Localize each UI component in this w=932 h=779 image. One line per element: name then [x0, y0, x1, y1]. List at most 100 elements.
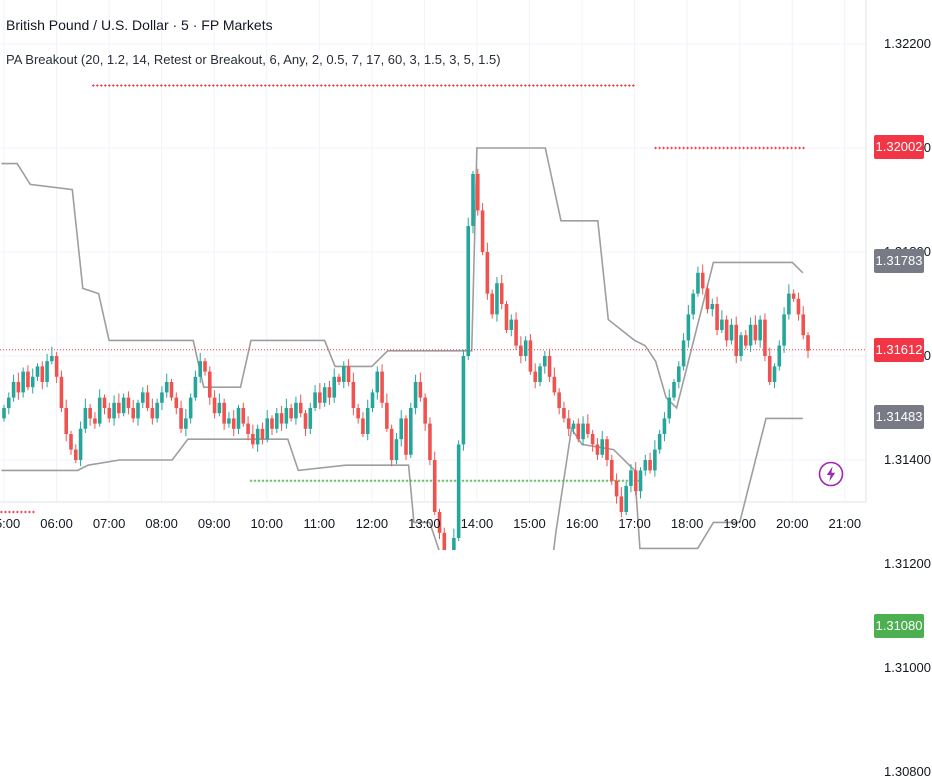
support-dot	[533, 479, 537, 483]
candle-body	[801, 314, 806, 336]
resistance-dot	[802, 146, 805, 150]
resistance-dot	[316, 84, 319, 87]
resistance-dot	[196, 84, 199, 87]
candle-body	[667, 397, 672, 419]
support-dot	[389, 479, 393, 483]
resistance-dot	[504, 84, 507, 87]
channel-high-badge: 1.31783	[874, 248, 924, 273]
candle-body	[787, 293, 791, 315]
resistance-dot	[754, 146, 757, 150]
support-dot	[489, 479, 493, 483]
candle-body	[78, 428, 83, 460]
support-dot	[401, 479, 405, 483]
indicator-legend[interactable]: PA Breakout (20, 1.2, 14, Retest or Brea…	[6, 52, 501, 67]
resistance-dot	[798, 146, 801, 150]
candle-body	[600, 439, 605, 455]
support-dot	[425, 479, 429, 483]
support-dot	[257, 479, 261, 483]
resistance-dot	[576, 84, 579, 87]
support-dot	[261, 479, 265, 483]
resistance-dot	[710, 146, 713, 150]
candle-body	[97, 397, 102, 424]
candle-body	[246, 423, 250, 434]
time-tick-label: 15:00	[513, 516, 546, 531]
symbol-title[interactable]: British Pound / U.S. Dollar · 5 · FP Mar…	[6, 17, 273, 33]
resistance-dot	[212, 84, 215, 87]
candle-body	[370, 392, 375, 408]
candle-body	[184, 418, 188, 429]
resistance-dot	[730, 146, 733, 150]
resistance-dot	[674, 146, 677, 150]
candle-body	[418, 382, 423, 398]
candle-body	[715, 304, 719, 330]
resistance-dot	[686, 146, 689, 150]
support-dot	[305, 479, 309, 483]
resistance-dot	[132, 84, 135, 87]
support-dot	[273, 479, 277, 483]
resistance-dot	[762, 146, 765, 150]
candle-body	[806, 335, 810, 351]
candle-body	[375, 371, 380, 393]
support-dot	[497, 479, 501, 483]
support-dot	[429, 479, 433, 483]
resistance-dot	[372, 84, 375, 87]
candle-body	[121, 397, 126, 414]
resistance-dot	[714, 146, 717, 150]
candle-body	[475, 174, 480, 211]
candle-body	[552, 376, 557, 393]
resistance-dot	[588, 84, 591, 87]
resistance-dot	[786, 146, 789, 150]
resistance-dot	[340, 84, 343, 87]
candle-body	[35, 366, 40, 377]
support-dot	[309, 479, 313, 483]
candle-body	[83, 408, 88, 429]
resistance-dot	[204, 84, 207, 87]
candle-body	[681, 340, 686, 367]
candle-body	[796, 298, 801, 315]
resistance-dot	[742, 146, 745, 150]
support-dot	[545, 479, 549, 483]
time-tick-label: 08:00	[145, 516, 178, 531]
candle-body	[289, 408, 293, 419]
candle-body	[198, 361, 203, 377]
candle-body	[791, 293, 796, 299]
candle-body	[528, 340, 533, 372]
resistance-dot	[416, 84, 419, 87]
candle-body	[270, 418, 274, 429]
resistance-dot	[112, 84, 115, 87]
candle-body	[93, 418, 97, 424]
support-dot	[249, 479, 253, 483]
candle-body	[188, 397, 193, 419]
lightning-bolt-icon[interactable]	[818, 461, 844, 487]
support-dot	[453, 479, 457, 483]
resistance-dot	[616, 84, 619, 87]
resistance-dot	[718, 146, 721, 150]
support-dot	[381, 479, 385, 483]
support-dot	[553, 479, 557, 483]
resistance-dot	[24, 510, 27, 514]
candle-body	[54, 356, 59, 377]
candle-body	[203, 361, 207, 372]
candle-body	[586, 423, 590, 434]
resistance-dot	[100, 84, 103, 87]
time-tick-label: 21:00	[828, 516, 862, 531]
support-dot	[373, 479, 377, 483]
resistance-dot	[560, 84, 563, 87]
resistance-dot	[600, 84, 603, 87]
resistance-dot	[0, 510, 3, 514]
candle-body	[21, 371, 25, 393]
candle-body	[346, 366, 351, 382]
resistance-dot	[176, 84, 179, 87]
resistance-dot	[436, 84, 439, 87]
support-dot	[321, 479, 325, 483]
resistance-dot	[200, 84, 203, 87]
time-tick-label: 07:00	[92, 516, 126, 531]
candle-body	[265, 418, 270, 440]
support-dot	[437, 479, 441, 483]
candle-body	[581, 423, 585, 440]
support-dot	[409, 479, 413, 483]
resistance-dot	[376, 84, 379, 87]
resistance-dot	[766, 146, 769, 150]
